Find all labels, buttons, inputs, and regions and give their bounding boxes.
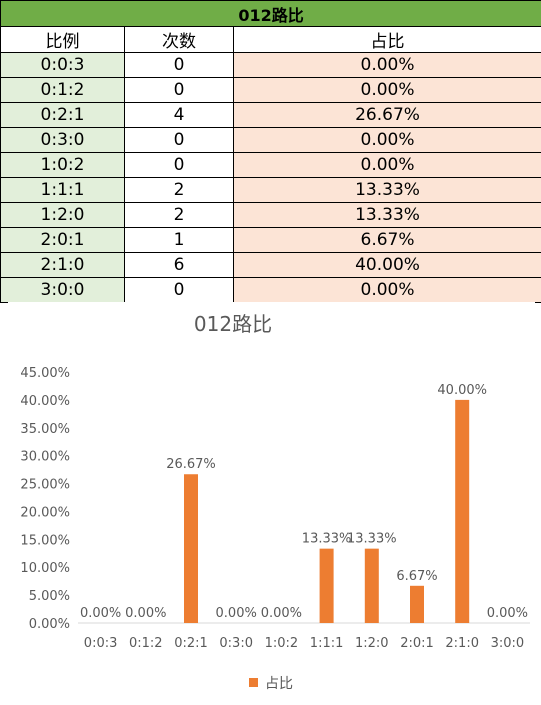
data-label: 0.00% <box>80 606 121 621</box>
legend-swatch <box>249 678 258 687</box>
pct-cell[interactable]: 0.00% <box>232 52 541 78</box>
count-cell[interactable]: 0 <box>124 152 234 178</box>
ratio-cell[interactable]: 0:2:1 <box>0 102 125 128</box>
ratio-cell[interactable]: 2:1:0 <box>0 252 125 278</box>
ratio-table: 012路比 比例 次数 占比 0:0:3 0 0.00% 0:1:2 0 0.00% 0:2… <box>0 0 541 303</box>
y-tick-label: 30.00% <box>20 450 70 465</box>
ratio-cell[interactable]: 2:0:1 <box>0 227 125 253</box>
pct-cell[interactable]: 26.67% <box>232 102 541 128</box>
pct-cell[interactable]: 40.00% <box>232 252 541 278</box>
data-label: 13.33% <box>302 532 352 547</box>
bar <box>410 585 424 623</box>
header-count[interactable]: 次数 <box>124 26 234 53</box>
count-cell[interactable]: 0 <box>124 52 234 78</box>
y-tick-label: 5.00% <box>29 589 70 604</box>
bar <box>364 548 379 623</box>
data-label: 0.00% <box>261 606 302 621</box>
table-row: 0:3:0 0 0.00% <box>0 127 541 153</box>
spreadsheet: 012路比 比例 次数 占比 0:0:3 0 0.00% 0:1:2 0 0.00% 0:2… <box>0 0 541 303</box>
y-tick-label: 45.00% <box>20 366 70 381</box>
table-row: 0:0:3 0 0.00% <box>0 52 541 78</box>
header-row: 比例 次数 占比 <box>0 26 541 53</box>
pct-cell[interactable]: 0.00% <box>232 152 541 178</box>
y-tick-label: 15.00% <box>20 533 70 548</box>
y-tick-label: 40.00% <box>20 394 70 409</box>
bar <box>455 399 470 623</box>
header-ratio[interactable]: 比例 <box>0 26 125 53</box>
data-label: 40.00% <box>437 383 487 398</box>
x-tick-label: 2:1:0 <box>445 636 479 651</box>
x-tick-label: 0:0:3 <box>84 636 118 651</box>
count-cell[interactable]: 1 <box>124 227 234 253</box>
x-tick-label: 0:1:2 <box>129 636 163 651</box>
data-label: 0.00% <box>125 606 166 621</box>
table-row: 0:1:2 0 0.00% <box>0 77 541 103</box>
table-row: 2:1:0 6 40.00% <box>0 252 541 278</box>
table-row: 1:0:2 0 0.00% <box>0 152 541 178</box>
pct-cell[interactable]: 13.33% <box>232 177 541 203</box>
y-tick-label: 25.00% <box>20 478 70 493</box>
x-tick-label: 1:1:1 <box>310 636 344 651</box>
data-label: 0.00% <box>216 606 257 621</box>
count-cell[interactable]: 0 <box>124 127 234 153</box>
data-label: 26.67% <box>166 457 216 472</box>
table-row: 2:0:1 1 6.67% <box>0 227 541 253</box>
table-title[interactable]: 012路比 <box>0 0 541 27</box>
x-tick-label: 1:2:0 <box>355 636 389 651</box>
pct-cell[interactable]: 0.00% <box>232 127 541 153</box>
chart-canvas: 012路比 0.00% 5.00% 10.00% 15.00% 20.00% 25.00% 3… <box>20 312 530 692</box>
ratio-cell[interactable]: 1:0:2 <box>0 152 125 178</box>
chart-title: 012路比 <box>194 312 272 336</box>
count-cell[interactable]: 2 <box>124 202 234 228</box>
count-cell[interactable]: 4 <box>124 102 234 128</box>
ratio-cell[interactable]: 1:2:0 <box>0 202 125 228</box>
count-cell[interactable]: 0 <box>124 77 234 103</box>
pct-cell[interactable]: 6.67% <box>232 227 541 253</box>
count-cell[interactable]: 2 <box>124 177 234 203</box>
y-tick-label: 20.00% <box>20 505 70 520</box>
bar-chart[interactable]: 012路比 0.00% 5.00% 10.00% 15.00% 20.00% 25.00% 3… <box>8 302 535 702</box>
x-tick-label: 2:0:1 <box>400 636 434 651</box>
x-tick-label: 0:2:1 <box>174 636 208 651</box>
data-label: 13.33% <box>347 532 397 547</box>
table-row: 1:1:1 2 13.33% <box>0 177 541 203</box>
x-tick-label: 1:0:2 <box>265 636 299 651</box>
bar <box>184 474 198 623</box>
legend-label: 占比 <box>265 676 293 692</box>
table-row: 0:2:1 4 26.67% <box>0 102 541 128</box>
y-tick-label: 10.00% <box>20 561 70 576</box>
count-cell[interactable]: 6 <box>124 252 234 278</box>
header-pct[interactable]: 占比 <box>232 26 541 53</box>
data-label: 0.00% <box>487 606 528 621</box>
pct-cell[interactable]: 0.00% <box>232 77 541 103</box>
y-tick-label: 35.00% <box>20 422 70 437</box>
pct-cell[interactable]: 0.00% <box>232 277 541 303</box>
ratio-cell[interactable]: 0:3:0 <box>0 127 125 153</box>
table-row: 1:2:0 2 13.33% <box>0 202 541 228</box>
ratio-cell[interactable]: 1:1:1 <box>0 177 125 203</box>
x-tick-label: 0:3:0 <box>219 636 253 651</box>
ratio-cell[interactable]: 0:0:3 <box>0 52 125 78</box>
y-tick-label: 0.00% <box>29 617 70 632</box>
ratio-cell[interactable]: 3:0:0 <box>0 277 125 303</box>
data-label: 6.67% <box>396 569 437 584</box>
ratio-cell[interactable]: 0:1:2 <box>0 77 125 103</box>
pct-cell[interactable]: 13.33% <box>232 202 541 228</box>
count-cell[interactable]: 0 <box>124 277 234 303</box>
bar <box>319 548 334 623</box>
table-row: 3:0:0 0 0.00% <box>0 277 541 303</box>
x-tick-label: 3:0:0 <box>491 636 525 651</box>
